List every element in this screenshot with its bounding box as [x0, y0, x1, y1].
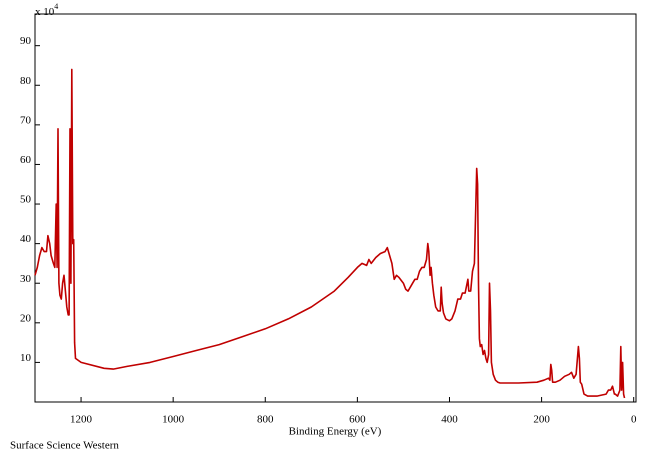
x-axis-label: Binding Energy (eV) [289, 426, 382, 438]
y-tick-label: 40 [20, 233, 32, 245]
y-tick-label: 20 [20, 312, 32, 324]
y-tick-label: 10 [20, 352, 32, 364]
y-tick-label: 80 [20, 75, 32, 87]
x-tick-label: 400 [441, 414, 458, 426]
plot-frame [34, 13, 637, 403]
y-multiplier: x 104 [35, 2, 58, 18]
y-tick-label: 50 [20, 194, 32, 206]
footer: Surface Science Western [10, 440, 119, 452]
x-tick-label: 800 [257, 414, 274, 426]
y-tick-label: 30 [20, 273, 32, 285]
y-tick-label: 70 [20, 114, 32, 126]
x-tick-label: 200 [533, 414, 550, 426]
x-tick-label: 0 [631, 414, 637, 426]
x-tick-label: 1000 [162, 414, 185, 426]
x-tick-label: 1200 [70, 414, 93, 426]
y-tick-label: 60 [20, 154, 32, 166]
y-tick-label: 90 [20, 35, 32, 47]
x-tick-label: 600 [349, 414, 366, 426]
spectrum-line [34, 68, 626, 399]
